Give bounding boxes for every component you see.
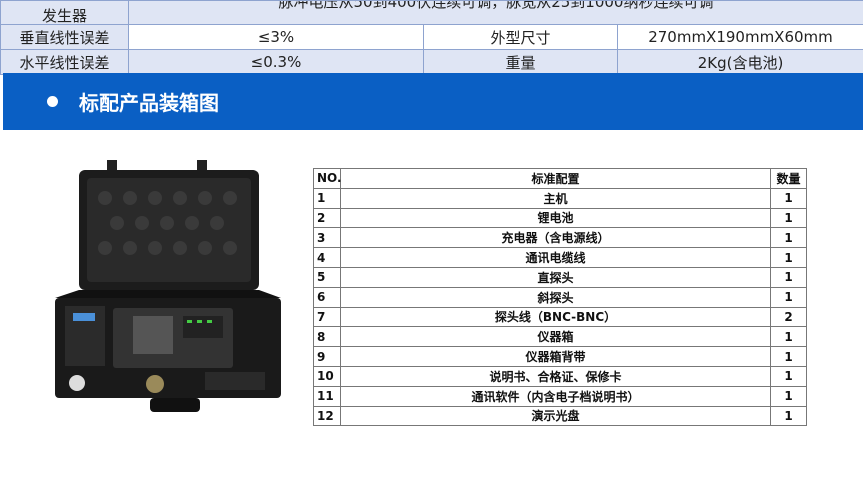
spec-label: 重量 [423,49,618,75]
spec-value: ≤3% [128,24,424,50]
table-row: 10 说明书、合格证、保修卡 1 [313,365,807,387]
instrument-case-image [55,160,281,412]
cell-no: 7 [313,306,341,328]
header-qty: 数量 [770,168,807,189]
section-banner: 标配产品装箱图 [3,73,863,130]
cell-qty: 1 [770,365,807,387]
spec-value: ≤0.3% [128,49,424,75]
cell-qty: 1 [770,207,807,229]
cell-no: 8 [313,326,341,348]
table-row: 12 演示光盘 1 [313,405,807,427]
cell-qty: 1 [770,346,807,367]
cell-item: 充电器（含电源线） [340,227,771,249]
table-row: 2 锂电池 1 [313,207,807,229]
table-row: 4 通讯电缆线 1 [313,247,807,268]
cell-item: 通讯电缆线 [340,247,771,268]
table-row: 7 探头线（BNC-BNC） 2 [313,306,807,328]
cell-qty: 1 [770,385,807,407]
cell-no: 11 [313,385,341,407]
cell-item: 斜探头 [340,286,771,308]
table-row: 11 通讯软件（内含电子档说明书） 1 [313,385,807,407]
table-row: 8 仪器箱 1 [313,326,807,348]
cell-no: 12 [313,405,341,427]
cell-no: 5 [313,266,341,288]
cell-item: 仪器箱背带 [340,346,771,367]
table-row: 9 仪器箱背带 1 [313,346,807,367]
cell-no: 3 [313,227,341,249]
cell-item: 仪器箱 [340,326,771,348]
cell-item: 锂电池 [340,207,771,229]
cell-item: 通讯软件（内含电子档说明书） [340,385,771,407]
table-row: 5 直探头 1 [313,266,807,288]
cell-item: 探头线（BNC-BNC） [340,306,771,328]
config-table: NO. 标准配置 数量 1 主机 1 2 锂电池 1 3 充电器（含电源线） 1 4 通讯电缆线 1 5… [313,168,807,427]
cell-qty: 1 [770,405,807,427]
table-row: 1 主机 1 [313,187,807,209]
spec-label: 水平线性误差 [0,49,129,75]
cell-no: 10 [313,365,341,387]
cell-no: 2 [313,207,341,229]
header-no: NO. [313,168,342,189]
table-header-row: NO. 标准配置 数量 [313,168,807,189]
cell-no: 9 [313,346,341,367]
spec-value: 2Kg(含电池) [617,49,863,75]
cell-no: 6 [313,286,341,308]
cell-item: 直探头 [340,266,771,288]
table-row: 6 斜探头 1 [313,286,807,308]
spec-label: 发生器 [41,7,87,25]
cell-qty: 1 [770,266,807,288]
cell-qty: 1 [770,187,807,209]
spec-row: 水平线性误差 ≤0.3% 重量 2Kg(含电池) [0,49,863,75]
spec-table: 发生器 脉冲电压从50到400伏连续可调，脉宽从25到1000纳秒连续可调 垂直… [0,0,863,75]
cell-qty: 1 [770,247,807,268]
cell-qty: 2 [770,306,807,328]
cell-qty: 1 [770,286,807,308]
header-item: 标准配置 [340,168,771,189]
spec-row-generator: 发生器 脉冲电压从50到400伏连续可调，脉宽从25到1000纳秒连续可调 [0,0,863,25]
cell-item: 主机 [340,187,771,209]
section-title: 标配产品装箱图 [79,91,219,115]
cell-item: 演示光盘 [340,405,771,427]
cell-no: 4 [313,247,341,268]
cell-no: 1 [313,187,341,209]
cell-item: 说明书、合格证、保修卡 [340,365,771,387]
bullet-icon [47,96,58,107]
spec-value: 脉冲电压从50到400伏连续可调，脉宽从25到1000纳秒连续可调 [278,0,714,12]
spec-value: 270mmX190mmX60mm [617,24,863,50]
spec-row: 垂直线性误差 ≤3% 外型尺寸 270mmX190mmX60mm [0,24,863,50]
spec-label: 外型尺寸 [423,24,618,50]
table-row: 3 充电器（含电源线） 1 [313,227,807,249]
spec-label: 垂直线性误差 [0,24,129,50]
cell-qty: 1 [770,326,807,348]
cell-qty: 1 [770,227,807,249]
